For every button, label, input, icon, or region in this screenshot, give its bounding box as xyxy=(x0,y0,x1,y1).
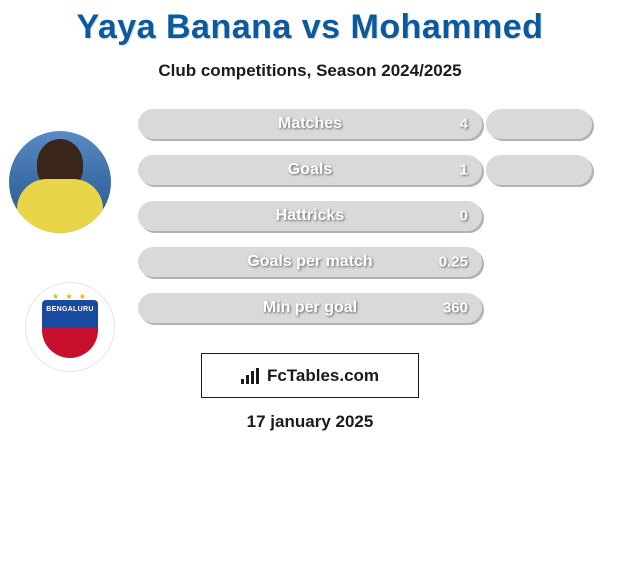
stat-value: 4 xyxy=(460,116,468,133)
club-shield-icon: ★ ★ ★ BENGALURU xyxy=(42,294,98,360)
brand-text: FcTables.com xyxy=(267,366,379,386)
club-stars-icon: ★ ★ ★ xyxy=(42,292,98,301)
stat-label: Goals xyxy=(138,161,482,179)
club-logo-left: ★ ★ ★ BENGALURU xyxy=(26,283,114,371)
stat-label: Hattricks xyxy=(138,207,482,225)
stat-bar: Goals1 xyxy=(138,155,482,185)
stat-value: 0 xyxy=(460,208,468,225)
stat-label: Goals per match xyxy=(138,253,482,271)
right-stat-pill xyxy=(486,109,592,139)
comparison-content: ★ ★ ★ BENGALURU Matches4Goals1Hattricks0… xyxy=(0,109,620,323)
stat-label: Matches xyxy=(138,115,482,133)
stat-value: 0.25 xyxy=(439,254,468,271)
stats-bar-list: Matches4Goals1Hattricks0Goals per match0… xyxy=(138,109,482,323)
stat-value: 1 xyxy=(460,162,468,179)
date-label: 17 january 2025 xyxy=(0,412,620,432)
stat-value: 360 xyxy=(443,300,468,317)
club-name-label: BENGALURU xyxy=(42,306,98,313)
stat-bar: Min per goal360 xyxy=(138,293,482,323)
brand-bars-icon xyxy=(241,368,261,384)
player-photo-left xyxy=(9,131,111,233)
stat-bar: Matches4 xyxy=(138,109,482,139)
brand-box[interactable]: FcTables.com xyxy=(201,353,419,398)
page-title: Yaya Banana vs Mohammed xyxy=(0,0,620,47)
stat-label: Min per goal xyxy=(138,299,482,317)
stat-bar: Goals per match0.25 xyxy=(138,247,482,277)
stat-bar: Hattricks0 xyxy=(138,201,482,231)
right-stat-pill xyxy=(486,155,592,185)
subtitle: Club competitions, Season 2024/2025 xyxy=(0,61,620,81)
